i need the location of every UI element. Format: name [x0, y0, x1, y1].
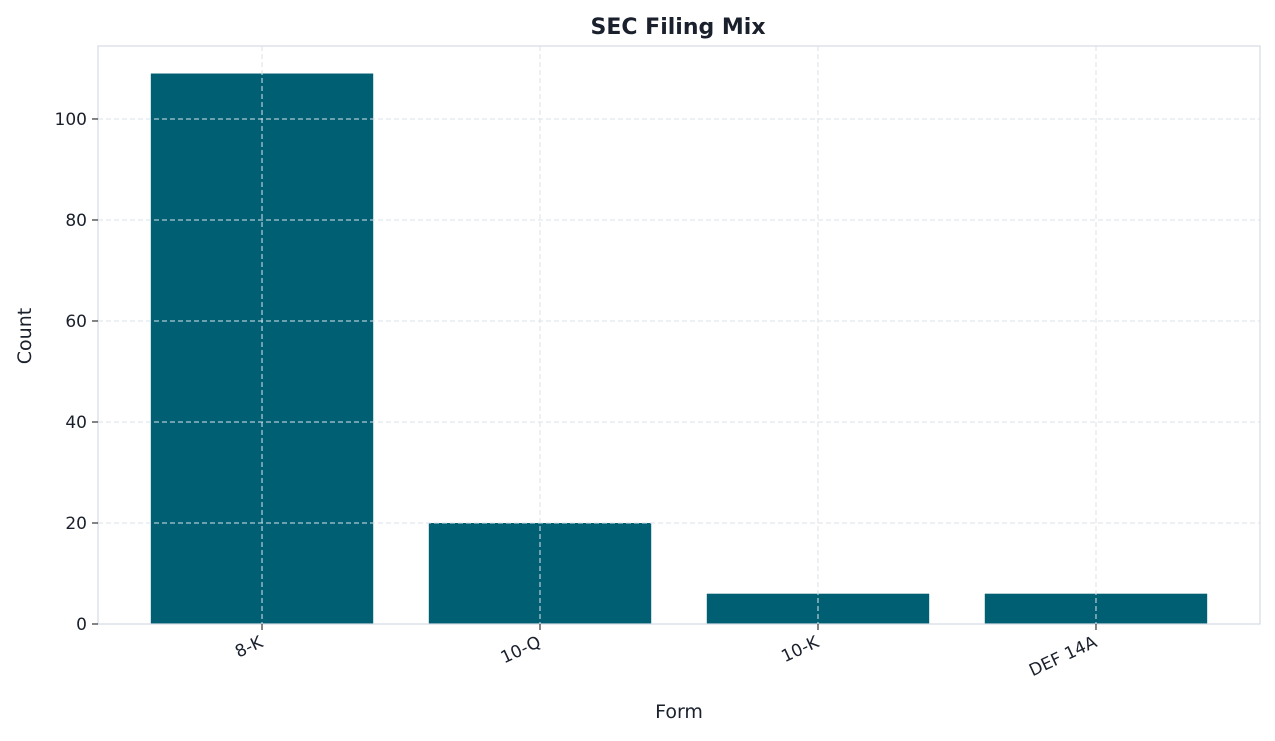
y-tick-label: 80 [65, 211, 87, 231]
y-tick-label: 0 [76, 615, 87, 635]
x-tick-label: 10-Q [498, 632, 544, 668]
x-tick-label: 8-K [232, 632, 267, 662]
x-tick-label: DEF 14A [1026, 632, 1100, 681]
bar-8-k [150, 73, 374, 625]
y-tick-label: 20 [65, 514, 87, 534]
plot-frame [97, 45, 1261, 625]
y-axis-label: Count [14, 308, 36, 364]
y-tick-label: 60 [65, 312, 87, 332]
y-tick-label: 100 [55, 110, 87, 130]
x-tick-label: 10-K [778, 632, 822, 667]
x-axis-label: Form [655, 701, 703, 723]
y-tick-label: 40 [65, 413, 87, 433]
chart-title: SEC Filing Mix [590, 15, 765, 40]
